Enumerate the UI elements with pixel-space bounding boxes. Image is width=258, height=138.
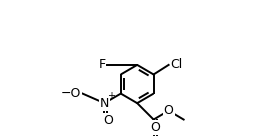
Text: N: N	[100, 97, 109, 110]
Text: −O: −O	[61, 87, 81, 100]
Text: O: O	[164, 104, 174, 117]
Text: O: O	[151, 121, 160, 134]
Text: F: F	[99, 58, 106, 71]
Text: O: O	[103, 114, 114, 127]
Text: +: +	[107, 91, 115, 101]
Text: Cl: Cl	[170, 58, 182, 71]
